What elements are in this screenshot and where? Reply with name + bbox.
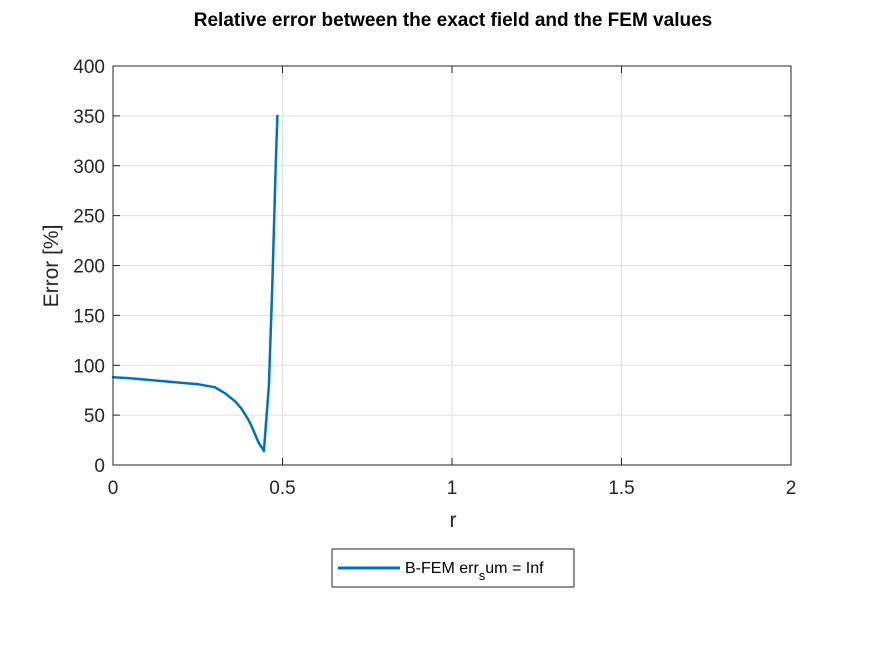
chart-title: Relative error between the exact field a… bbox=[194, 10, 712, 31]
plot-frame bbox=[112, 65, 792, 466]
y-axis-label: Error [%] bbox=[40, 225, 63, 308]
series-group bbox=[111, 114, 279, 453]
x-tick-label: 1.5 bbox=[608, 478, 634, 499]
y-tick-label: 0 bbox=[94, 456, 105, 477]
y-tick-label: 50 bbox=[84, 406, 105, 427]
x-tick-label: 2 bbox=[786, 478, 797, 499]
legend-entry-label: B-FEM errsum = Inf bbox=[405, 560, 544, 583]
legend-label-subscript: s bbox=[479, 568, 486, 583]
y-tick-label: 350 bbox=[73, 107, 105, 128]
y-tick-label: 200 bbox=[73, 257, 105, 278]
y-tick-label: 300 bbox=[73, 157, 105, 178]
x-tick-label: 0 bbox=[108, 478, 119, 499]
y-tick-label: 400 bbox=[73, 57, 105, 78]
x-axis-label: r bbox=[450, 509, 457, 532]
x-tick-label: 0.5 bbox=[269, 478, 295, 499]
legend-label-base: B-FEM err bbox=[405, 560, 479, 577]
x-tick-label: 1 bbox=[447, 478, 458, 499]
legend-label-rest: um = Inf bbox=[485, 560, 544, 577]
y-tick-label: 250 bbox=[73, 207, 105, 228]
legend: B-FEM errsum = Inf bbox=[331, 548, 575, 588]
y-tick-label: 150 bbox=[73, 306, 105, 327]
axis-ticks: 0 0.5 1 1.5 2 0 50 100 150 200 250 300 350 400 bbox=[73, 57, 796, 499]
series-line bbox=[111, 114, 279, 453]
y-tick-label: 100 bbox=[73, 356, 105, 377]
